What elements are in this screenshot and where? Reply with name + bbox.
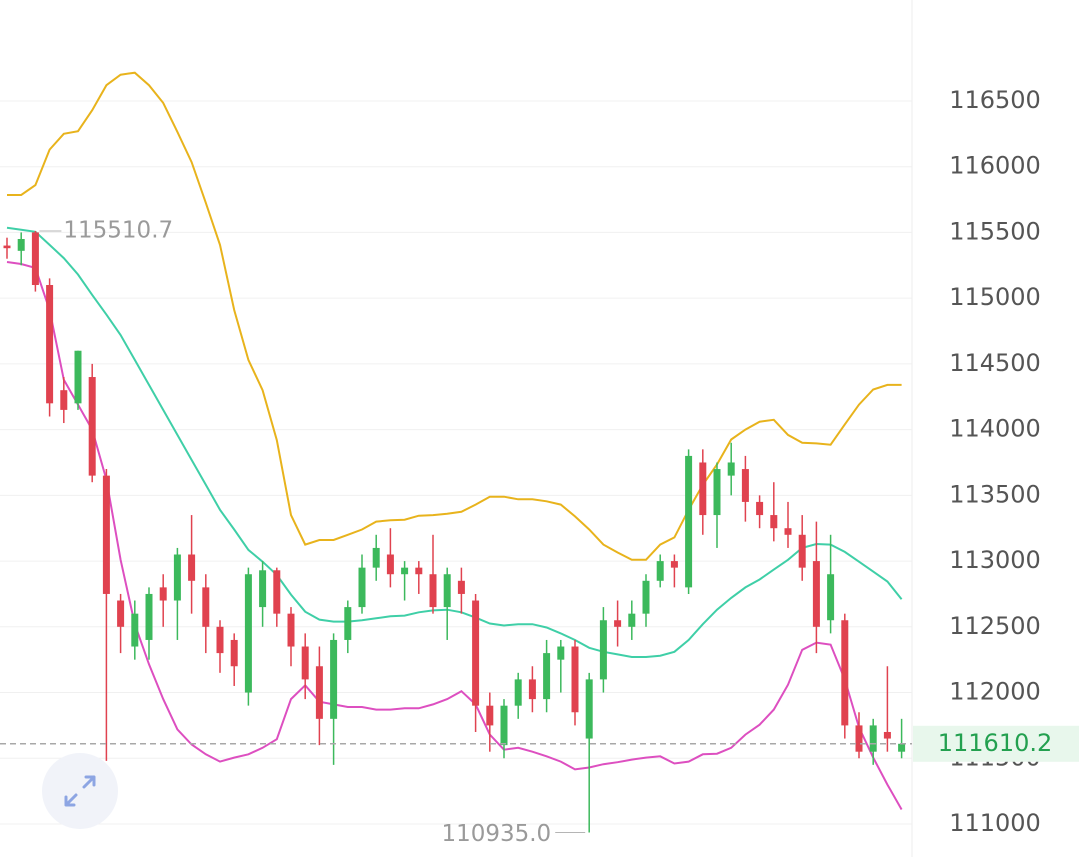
candle-body <box>614 620 622 627</box>
min-label: 110935.0 <box>441 821 551 847</box>
candle-body <box>74 350 82 404</box>
candle-body <box>188 554 196 581</box>
expand-icon[interactable] <box>64 775 96 807</box>
candle-body <box>798 534 806 568</box>
candle-body <box>159 587 167 601</box>
band-line <box>7 71 902 561</box>
band-line <box>6 261 903 810</box>
band-line <box>6 226 903 658</box>
candle-body <box>117 600 125 627</box>
candle-body <box>898 743 906 752</box>
candle-body <box>713 469 721 516</box>
candle-body <box>173 554 181 601</box>
y-tick-label: 112000 <box>949 678 1041 706</box>
candle-body <box>628 613 636 627</box>
candle-body <box>386 554 394 575</box>
candle-body <box>841 620 849 726</box>
candle-body <box>230 639 238 667</box>
candle-body <box>244 574 252 693</box>
candle-body <box>756 501 764 516</box>
candle-body <box>599 620 607 680</box>
candle-body <box>784 528 792 535</box>
y-tick-label: 113500 <box>949 480 1041 508</box>
candle-body <box>827 574 835 621</box>
bands <box>6 71 903 810</box>
candle-body <box>358 567 366 608</box>
candle-body <box>401 567 409 575</box>
labels: 1110001115001120001125001130001135001140… <box>0 86 1079 847</box>
candle-body <box>315 666 323 719</box>
candle-body <box>415 567 423 575</box>
candle-body <box>3 245 11 249</box>
y-tick-label: 116000 <box>949 152 1041 180</box>
y-tick-label: 114500 <box>949 349 1041 377</box>
candle-body <box>670 561 678 568</box>
candle-body <box>855 725 863 752</box>
last-price-label: 111610.2 <box>938 729 1053 757</box>
candle-body <box>60 390 68 410</box>
candles <box>3 231 906 833</box>
candle-body <box>656 561 664 581</box>
candle-body <box>216 626 224 654</box>
candle-body <box>344 607 352 640</box>
y-tick-label: 115000 <box>949 283 1041 311</box>
y-tick-label: 112500 <box>949 612 1041 640</box>
candle-body <box>273 570 281 614</box>
last-price-tag <box>913 725 1079 762</box>
y-tick-label: 111000 <box>949 809 1041 837</box>
candle-body <box>145 593 153 640</box>
candle-body <box>727 462 735 476</box>
candle-body <box>287 613 295 647</box>
candle-body <box>202 587 210 627</box>
y-tick-label: 116500 <box>949 86 1041 114</box>
max-label: 115510.7 <box>63 218 173 244</box>
candle-body <box>88 377 96 476</box>
candle-body <box>17 238 25 251</box>
candle-body <box>557 646 565 660</box>
candle-body <box>543 653 551 700</box>
candle-body <box>457 580 465 594</box>
candle-body <box>301 646 309 680</box>
candle-body <box>514 679 522 706</box>
candle-body <box>102 475 110 594</box>
candle-body <box>685 455 693 588</box>
candle-body <box>259 570 267 608</box>
candle-body <box>372 547 380 568</box>
candle-body <box>699 462 707 516</box>
candle-body <box>571 646 579 713</box>
candle-body <box>741 469 749 502</box>
candle-body <box>131 613 139 647</box>
candle-body <box>429 574 437 608</box>
expand-button-bg[interactable] <box>42 753 118 829</box>
candle-body <box>472 600 480 706</box>
candle-body <box>486 705 494 726</box>
candle-body <box>500 705 508 746</box>
candle-body <box>528 679 536 700</box>
candle-body <box>330 639 338 719</box>
candle-body <box>585 679 593 739</box>
candle-body <box>869 725 877 752</box>
candle-body <box>642 580 650 614</box>
candle-body <box>883 731 891 739</box>
y-tick-label: 114000 <box>949 415 1041 443</box>
candle-body <box>31 232 39 286</box>
candle-body <box>770 515 778 529</box>
y-tick-label: 113000 <box>949 546 1041 574</box>
candle-body <box>46 285 54 404</box>
candle-body <box>443 574 451 608</box>
expand-button[interactable] <box>42 753 118 829</box>
candle-body <box>812 561 820 627</box>
y-tick-label: 115500 <box>949 217 1041 245</box>
grid <box>0 100 912 825</box>
